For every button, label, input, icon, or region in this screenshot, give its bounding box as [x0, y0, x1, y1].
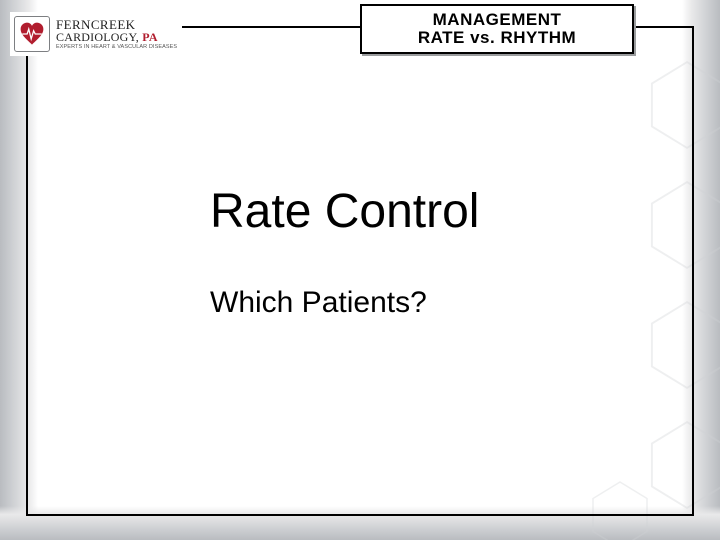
logo-tagline: EXPERTS IN HEART & VASCULAR DISEASES [56, 45, 177, 51]
slide-subtitle: Which Patients? [210, 286, 427, 320]
logo: FERNCREEK CARDIOLOGY, PA EXPERTS IN HEAR… [10, 12, 182, 56]
header-line1: MANAGEMENT [433, 11, 562, 29]
logo-line2: CARDIOLOGY, PA [56, 31, 177, 43]
header-line2: RATE vs. RHYTHM [418, 29, 576, 47]
logo-text: FERNCREEK CARDIOLOGY, PA EXPERTS IN HEAR… [56, 18, 177, 51]
slide-title: Rate Control [210, 184, 479, 239]
header-box: MANAGEMENT RATE vs. RHYTHM [360, 4, 634, 54]
content-frame [26, 26, 694, 516]
logo-heart-icon [14, 16, 50, 52]
slide: FERNCREEK CARDIOLOGY, PA EXPERTS IN HEAR… [0, 0, 720, 540]
logo-line2-suffix: PA [142, 30, 158, 44]
logo-line2-name: CARDIOLOGY, [56, 30, 142, 44]
